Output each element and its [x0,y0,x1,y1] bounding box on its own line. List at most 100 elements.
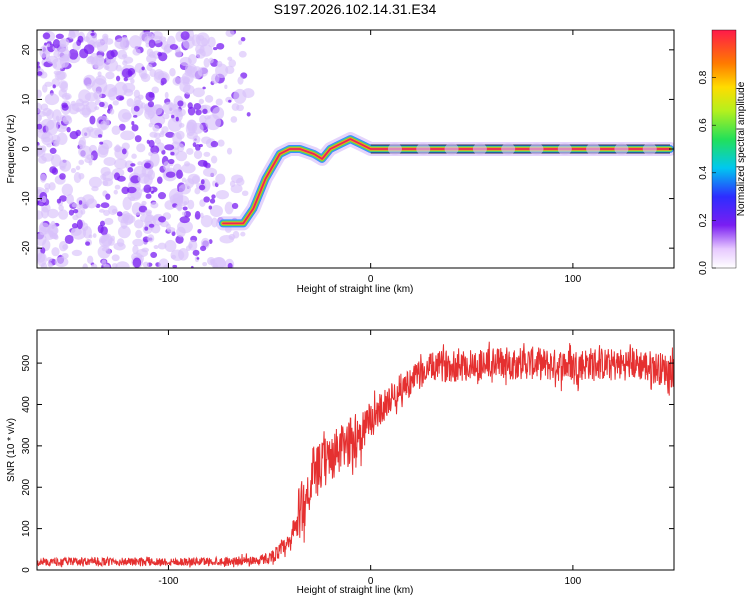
noise-blob [210,140,219,148]
noise-blob [71,202,78,208]
noise-blob [75,165,81,171]
noise-blob [232,230,240,239]
noise-blob [42,32,51,40]
noise-blob [102,180,109,187]
noise-blob [165,171,176,178]
noise-blob [225,30,235,38]
noise-blob [103,156,117,166]
x-tick-label: -100 [158,576,178,587]
noise-blob [182,84,195,95]
noise-blob [192,249,200,256]
noise-blob [37,200,40,206]
noise-blob [205,114,222,131]
noise-blob [114,184,121,190]
snr-series-line [37,341,674,568]
noise-blob [113,145,123,153]
noise-blob [37,71,43,76]
noise-blob [52,141,60,147]
noise-blob [71,102,86,112]
noise-blob [53,70,62,76]
noise-blob [193,150,203,160]
noise-blob [59,38,67,48]
noise-blob [148,139,155,148]
noise-blob [187,199,195,210]
noise-blob [52,39,61,49]
noise-blob [40,206,49,219]
noise-blob [211,217,218,228]
noise-blob [99,220,106,227]
noise-blob [141,247,150,253]
noise-blob [115,64,122,72]
noise-blob [91,30,95,33]
noise-blob [207,36,216,48]
noise-blob [193,102,202,110]
noise-blob [203,160,208,168]
noise-blob [166,226,176,233]
noise-blob [202,108,208,115]
noise-blob [153,245,159,250]
noise-blob [70,227,82,236]
noise-blob [131,153,137,159]
noise-blob [164,200,176,210]
noise-blob [113,189,118,195]
noise-blob [148,122,154,128]
noise-blob [182,77,190,86]
noise-blob [172,76,182,86]
noise-blob [138,205,148,213]
noise-blob [86,30,98,46]
noise-blob [135,229,143,239]
noise-blob [59,195,67,202]
noise-blob [231,202,239,210]
noise-blob [37,61,40,66]
spectrogram-xlabel: Height of straight line (km) [297,284,414,295]
noise-blob [47,208,59,219]
noise-blob [116,95,125,101]
colorbar [712,30,736,268]
noise-blob [161,126,169,134]
colorbar-ticks: 0.0 0.2 0.4 0.6 0.8 [698,70,716,275]
noise-blob [177,143,185,153]
noise-blob [61,183,74,196]
noise-blob [58,204,64,212]
noise-blob [216,42,225,50]
noise-blob [82,225,92,239]
noise-blob [175,235,184,244]
noise-blob [103,84,118,98]
noise-blob [209,198,216,204]
noise-blob [55,33,64,39]
noise-blob [175,150,188,162]
noise-blob [46,256,53,262]
noise-blob [215,63,229,78]
noise-blob [203,196,210,203]
x-tick-label: 100 [565,274,582,285]
noise-blob [227,262,233,268]
noise-blob [170,109,183,123]
track-blob [501,143,516,155]
noise-blob [178,122,185,128]
noise-blob [164,144,175,151]
noise-blob [163,264,169,268]
noise-blob [56,198,62,204]
track-blob [557,143,572,155]
noise-blob [44,42,48,46]
noise-blob [71,249,83,257]
noise-blob [181,177,187,183]
noise-blob [37,123,43,130]
noise-blob [228,99,232,103]
noise-blob [48,182,56,191]
noise-blob [209,204,223,218]
noise-blob [181,211,186,216]
noise-blob [37,89,42,99]
noise-blob [201,37,208,46]
noise-blob [172,103,179,112]
noise-blob [147,100,155,108]
chart-title: S197.2026.102.14.31.E34 [274,1,437,17]
noise-blob [99,141,104,145]
noise-blob [240,36,246,42]
noise-blob [203,57,210,68]
noise-blob [104,217,114,226]
noise-blob [211,73,220,84]
